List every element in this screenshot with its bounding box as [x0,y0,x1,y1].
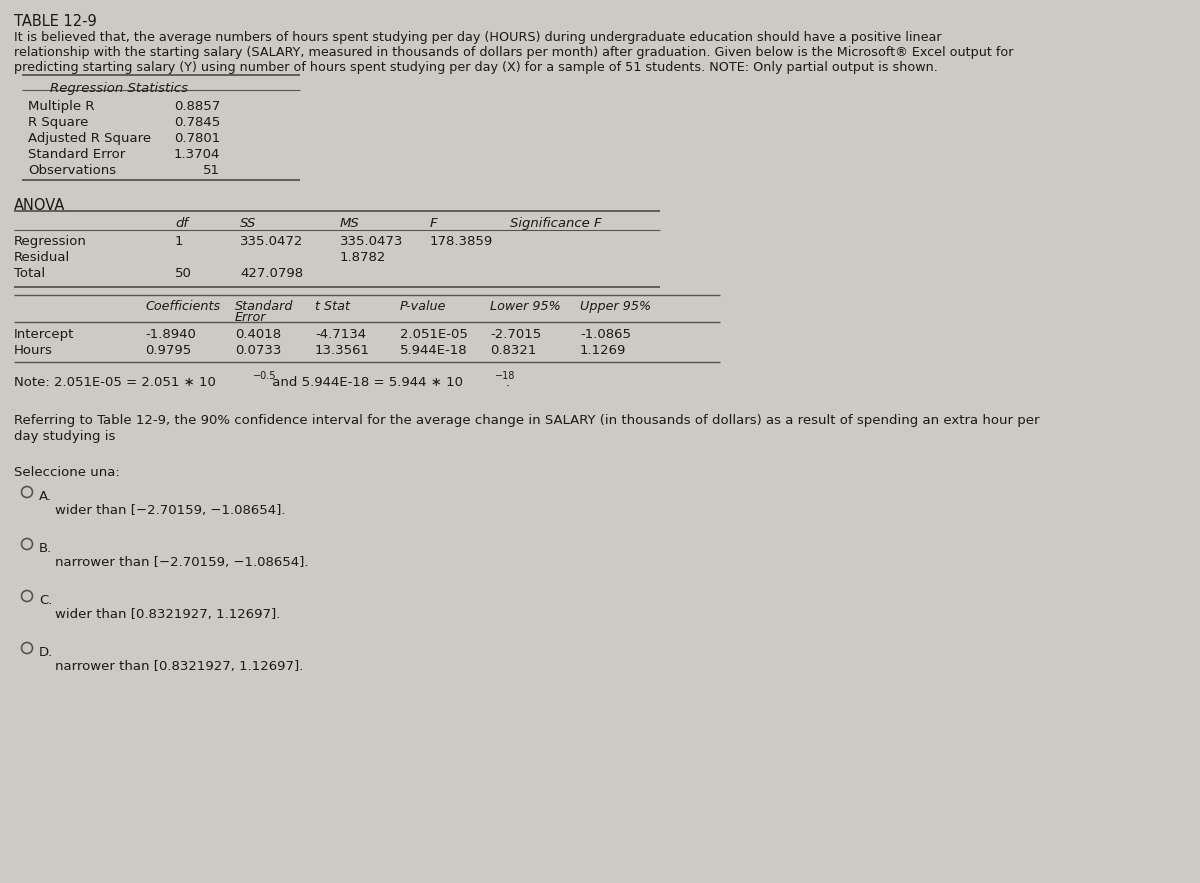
Text: Upper 95%: Upper 95% [580,300,652,313]
Text: C.: C. [38,594,53,607]
Text: P-value: P-value [400,300,446,313]
Text: MS: MS [340,217,360,230]
Text: Regression Statistics: Regression Statistics [50,82,188,95]
Text: Note: 2.051E-05 = 2.051 ∗ 10: Note: 2.051E-05 = 2.051 ∗ 10 [14,376,216,389]
Text: -2.7015: -2.7015 [490,328,541,341]
Text: Lower 95%: Lower 95% [490,300,560,313]
Text: 335.0472: 335.0472 [240,235,304,248]
Text: A.: A. [38,490,52,503]
Text: Regression: Regression [14,235,86,248]
Text: −18: −18 [496,371,515,381]
Text: -1.0865: -1.0865 [580,328,631,341]
Text: 1.1269: 1.1269 [580,344,626,357]
Text: Standard: Standard [235,300,294,313]
Text: 0.0733: 0.0733 [235,344,281,357]
Text: relationship with the starting salary (SALARY, measured in thousands of dollars : relationship with the starting salary (S… [14,46,1014,59]
Text: 1.8782: 1.8782 [340,251,386,264]
Text: 5.944E-18: 5.944E-18 [400,344,468,357]
Text: F: F [430,217,438,230]
Text: Coefficients: Coefficients [145,300,220,313]
Text: 0.7801: 0.7801 [174,132,220,145]
Text: It is believed that, the average numbers of hours spent studying per day (HOURS): It is believed that, the average numbers… [14,31,942,44]
Text: D.: D. [38,646,53,659]
Text: Error: Error [235,311,266,324]
Text: Standard Error: Standard Error [28,148,125,161]
Text: df: df [175,217,188,230]
Text: Total: Total [14,267,46,280]
Text: 335.0473: 335.0473 [340,235,403,248]
Text: and 5.944E-18 = 5.944 ∗ 10: and 5.944E-18 = 5.944 ∗ 10 [268,376,463,389]
Text: 2.051E-05: 2.051E-05 [400,328,468,341]
Text: Adjusted R Square: Adjusted R Square [28,132,151,145]
Text: TABLE 12-9: TABLE 12-9 [14,14,97,29]
Text: .: . [506,376,510,389]
Text: SS: SS [240,217,257,230]
Text: day studying is: day studying is [14,430,115,443]
Text: Seleccione una:: Seleccione una: [14,466,120,479]
Text: predicting starting salary (Y) using number of hours spent studying per day (X) : predicting starting salary (Y) using num… [14,61,938,74]
Text: Referring to Table 12-9, the 90% confidence interval for the average change in S: Referring to Table 12-9, the 90% confide… [14,414,1039,427]
Text: 1.3704: 1.3704 [174,148,220,161]
Text: 427.0798: 427.0798 [240,267,304,280]
Text: Significance F: Significance F [510,217,601,230]
Text: -1.8940: -1.8940 [145,328,196,341]
Text: 0.4018: 0.4018 [235,328,281,341]
Text: 0.8857: 0.8857 [174,100,220,113]
Text: t Stat: t Stat [314,300,350,313]
Text: Observations: Observations [28,164,116,177]
Text: Intercept: Intercept [14,328,74,341]
Text: 50: 50 [175,267,192,280]
Text: Multiple R: Multiple R [28,100,95,113]
Text: −0.5: −0.5 [253,371,276,381]
Text: Hours: Hours [14,344,53,357]
Text: 178.3859: 178.3859 [430,235,493,248]
Text: B.: B. [38,542,53,555]
Text: 1: 1 [175,235,184,248]
Text: wider than [−2.70159, −1.08654].: wider than [−2.70159, −1.08654]. [55,504,286,517]
Text: 0.7845: 0.7845 [174,116,220,129]
Text: R Square: R Square [28,116,89,129]
Text: narrower than [0.8321927, 1.12697].: narrower than [0.8321927, 1.12697]. [55,660,304,673]
Text: wider than [0.8321927, 1.12697].: wider than [0.8321927, 1.12697]. [55,608,281,621]
Text: 13.3561: 13.3561 [314,344,370,357]
Text: narrower than [−2.70159, −1.08654].: narrower than [−2.70159, −1.08654]. [55,556,308,569]
Text: -4.7134: -4.7134 [314,328,366,341]
Text: Residual: Residual [14,251,71,264]
Text: 0.9795: 0.9795 [145,344,191,357]
Text: 51: 51 [203,164,220,177]
Text: 0.8321: 0.8321 [490,344,536,357]
Text: ANOVA: ANOVA [14,198,65,213]
